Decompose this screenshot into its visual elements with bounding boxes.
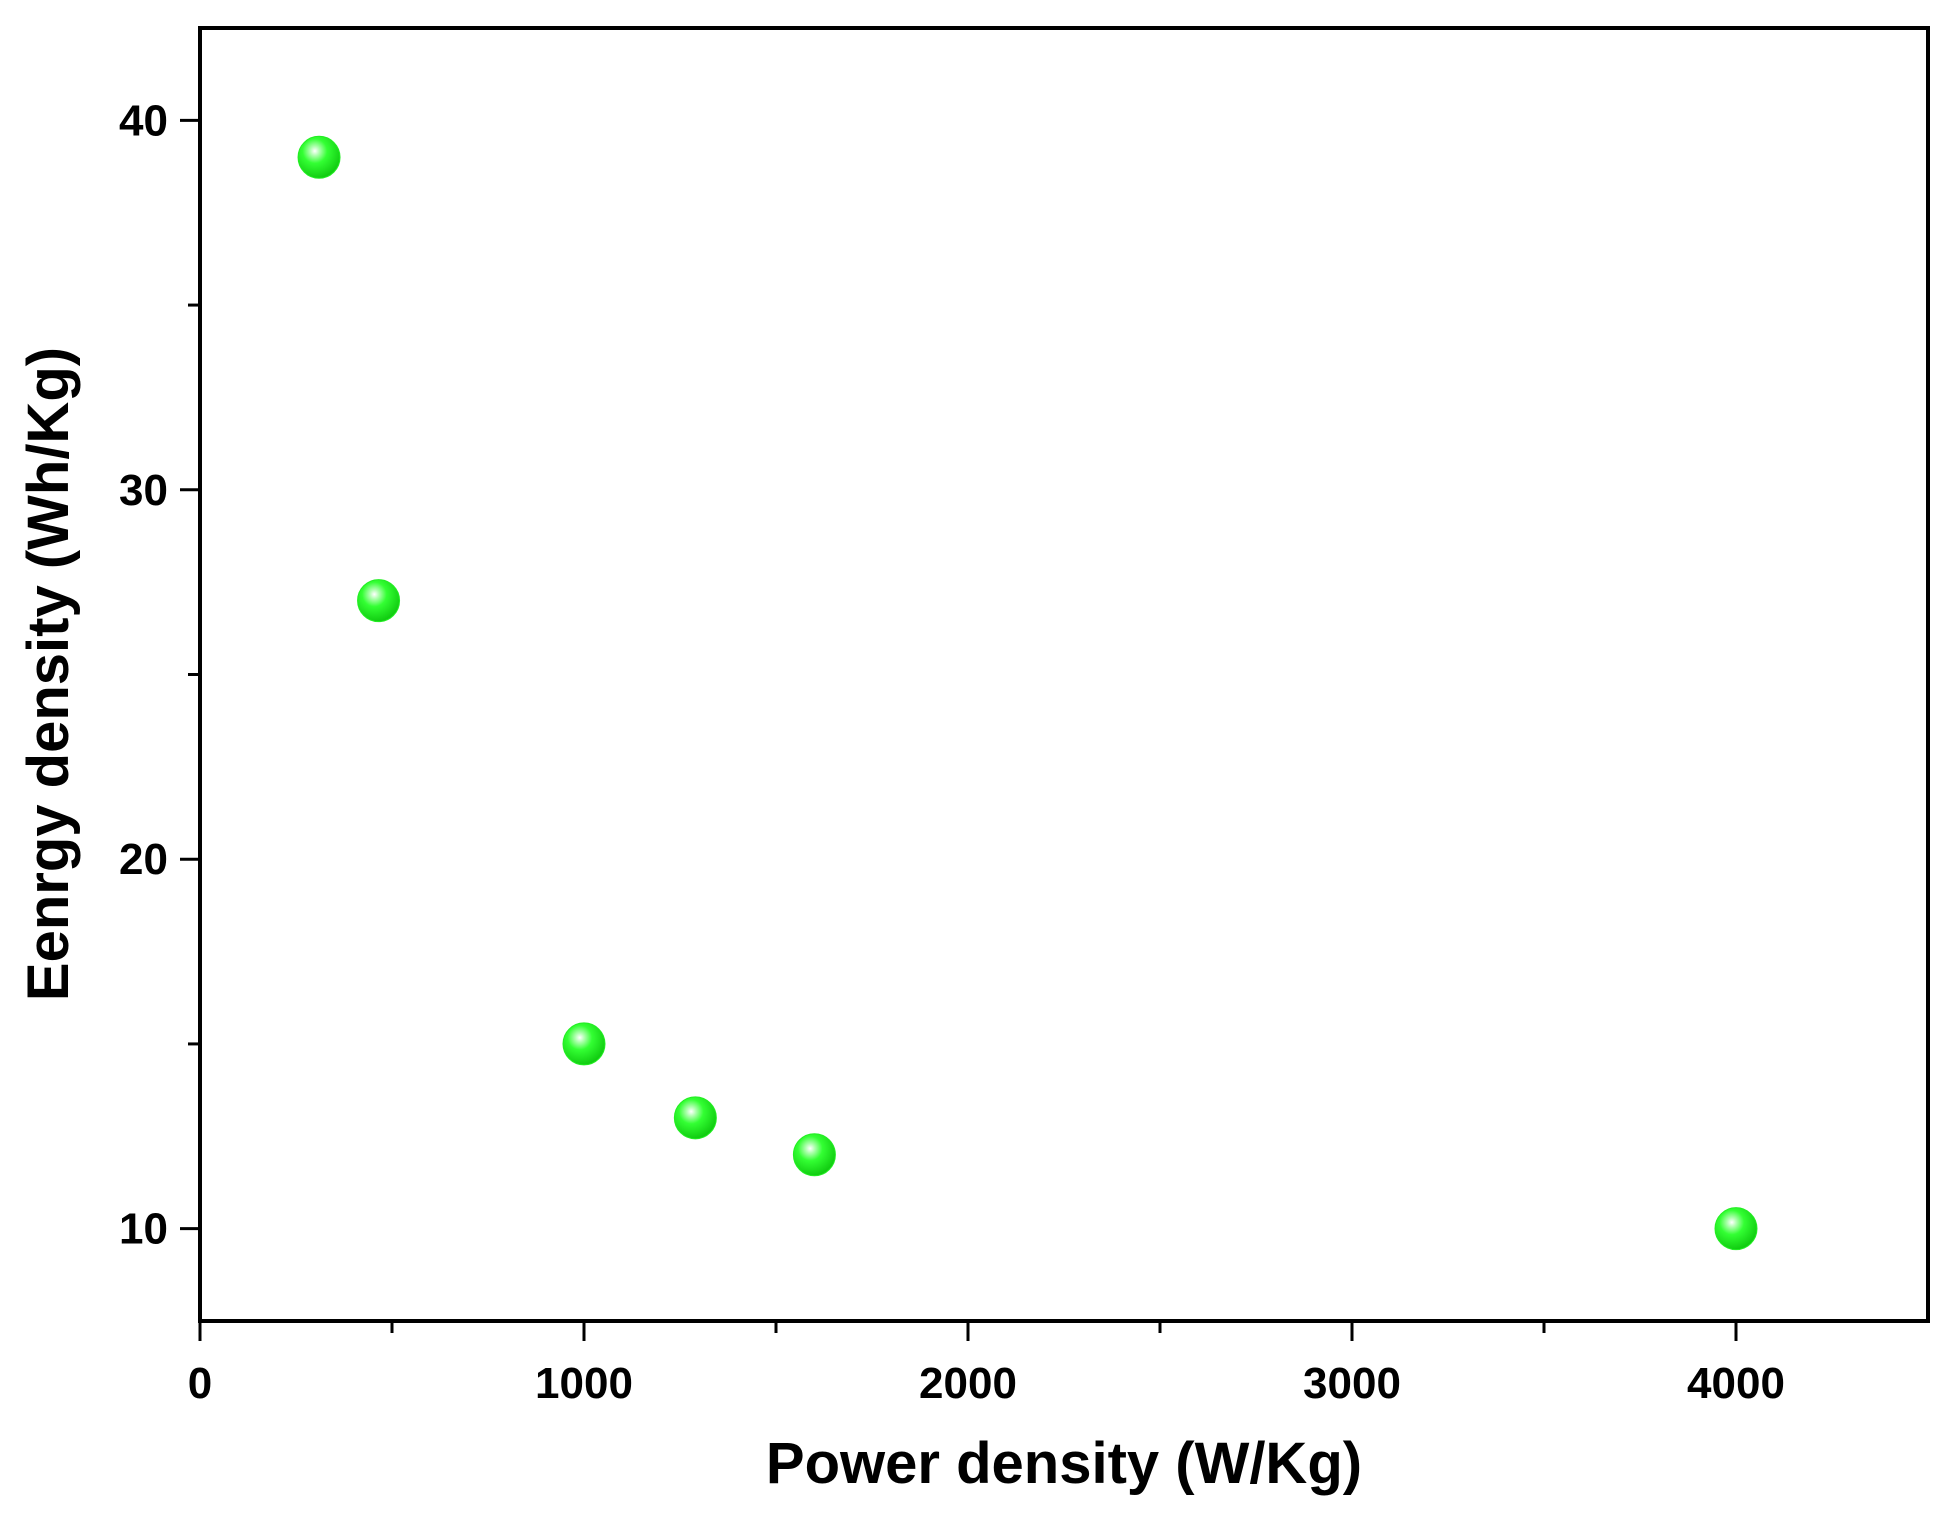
data-point xyxy=(1714,1207,1758,1251)
data-point xyxy=(792,1133,836,1177)
y-tick-label: 40 xyxy=(119,96,168,145)
x-tick-label: 0 xyxy=(188,1359,212,1408)
data-point xyxy=(297,135,341,179)
data-points xyxy=(297,135,1758,1251)
y-tick-label: 10 xyxy=(119,1205,168,1254)
data-point xyxy=(357,579,401,623)
x-tick-label: 1000 xyxy=(535,1359,633,1408)
x-tick-label: 3000 xyxy=(1303,1359,1401,1408)
y-axis-title: Eenrgy density (Wh/Kg) xyxy=(16,347,81,1001)
y-tick-label: 20 xyxy=(119,835,168,884)
x-tick-label: 4000 xyxy=(1687,1359,1785,1408)
x-axis-title: Power density (W/Kg) xyxy=(766,1431,1362,1496)
data-point xyxy=(562,1022,606,1066)
plot-frame xyxy=(198,26,1930,1323)
y-axis-ticks: 10 20 30 40 xyxy=(119,96,200,1254)
y-tick-label: 30 xyxy=(119,466,168,515)
data-point xyxy=(673,1096,717,1140)
x-axis-ticks: 0 1000 2000 3000 4000 xyxy=(188,1321,1785,1408)
x-tick-label: 2000 xyxy=(919,1359,1017,1408)
